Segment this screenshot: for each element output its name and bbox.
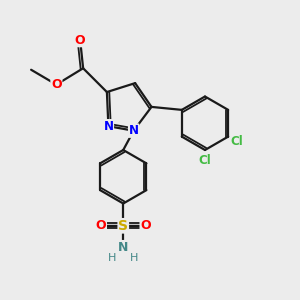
Text: O: O [75,34,86,46]
Text: O: O [140,219,151,232]
Text: O: O [96,219,106,232]
Text: H: H [130,254,139,263]
Text: Cl: Cl [231,135,244,148]
Text: N: N [129,124,139,137]
Text: N: N [118,241,128,254]
Text: Cl: Cl [199,154,212,167]
Text: O: O [51,78,62,91]
Text: H: H [108,254,116,263]
Text: N: N [103,120,113,133]
Text: S: S [118,219,128,233]
